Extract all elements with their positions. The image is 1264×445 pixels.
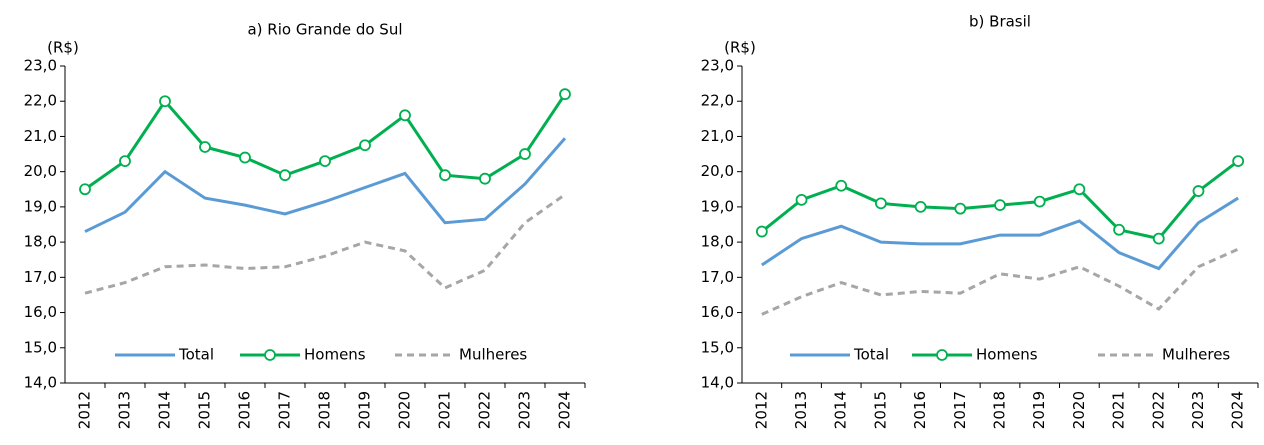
data-point — [119, 155, 131, 168]
y-tick-label: 22,0 — [24, 92, 57, 110]
legend-label: Homens — [304, 346, 366, 364]
x-tick-label: 2021 — [436, 391, 454, 429]
x-tick-label: 2024 — [1229, 391, 1247, 429]
data-point — [439, 169, 451, 182]
series-line — [761, 247, 1239, 316]
x-tick-label: 2020 — [396, 391, 414, 429]
x-tick-label: 2023 — [1189, 391, 1207, 429]
chart-title: b) Brasil — [969, 13, 1031, 31]
data-point — [1152, 232, 1165, 245]
data-point — [279, 169, 291, 182]
data-point — [1073, 183, 1086, 196]
data-point — [914, 200, 927, 213]
data-point — [159, 95, 171, 108]
data-point — [559, 88, 571, 101]
legend-label: Homens — [976, 346, 1038, 364]
legend-label: Mulheres — [459, 346, 527, 364]
data-point — [319, 155, 331, 168]
data-point — [479, 172, 491, 185]
series-line — [84, 93, 567, 191]
x-tick-label: 2020 — [1070, 391, 1088, 429]
x-tick-label: 2017 — [951, 391, 969, 429]
y-tick-label: 20,0 — [701, 162, 734, 180]
x-tick-label: 2018 — [991, 391, 1009, 429]
x-tick-label: 2018 — [316, 391, 334, 429]
y-tick-label: 19,0 — [701, 197, 734, 215]
series-line — [761, 196, 1239, 271]
x-tick-label: 2013 — [792, 391, 810, 429]
x-tick-label: 2013 — [116, 391, 134, 429]
y-tick-label: 19,0 — [24, 197, 57, 215]
x-tick-label: 2014 — [832, 391, 850, 429]
x-tick-label: 2016 — [911, 391, 929, 429]
legend-marker — [264, 349, 276, 361]
data-point — [239, 151, 251, 164]
legend-label: Mulheres — [1162, 346, 1230, 364]
data-point — [359, 139, 371, 152]
y-tick-label: 18,0 — [24, 233, 57, 251]
data-point — [1192, 185, 1205, 197]
data-point — [1113, 223, 1125, 236]
legend-label: Total — [178, 346, 214, 364]
y-tick-label: 18,0 — [701, 233, 734, 251]
data-point — [875, 197, 887, 210]
chart-title: a) Rio Grande do Sul — [247, 21, 402, 39]
y-tick-label: 16,0 — [24, 303, 57, 321]
data-point — [199, 141, 211, 153]
x-tick-label: 2015 — [871, 391, 889, 429]
y-tick-label: 14,0 — [24, 374, 57, 392]
data-point — [1033, 195, 1046, 208]
y-tick-label: 21,0 — [24, 127, 57, 145]
y-tick-label: 20,0 — [24, 162, 57, 180]
y-tick-label: 23,0 — [701, 57, 734, 75]
y-tick-label: 14,0 — [701, 374, 734, 392]
x-tick-label: 2022 — [476, 391, 494, 429]
legend-marker — [936, 349, 948, 361]
y-tick-label: 21,0 — [701, 127, 734, 145]
y-unit: (R$) — [47, 39, 79, 57]
y-tick-label: 15,0 — [701, 338, 734, 356]
data-point — [994, 199, 1006, 212]
data-point — [835, 179, 848, 192]
y-tick-label: 17,0 — [24, 268, 57, 286]
series-line — [84, 137, 567, 233]
data-point — [755, 225, 768, 238]
y-tick-label: 15,0 — [24, 338, 57, 356]
x-tick-label: 2019 — [356, 391, 374, 429]
x-tick-label: 2014 — [156, 391, 174, 429]
x-tick-label: 2016 — [236, 391, 254, 429]
x-tick-label: 2012 — [76, 391, 94, 429]
x-tick-label: 2012 — [752, 391, 770, 429]
data-point — [1232, 155, 1245, 168]
x-tick-label: 2024 — [556, 391, 574, 429]
data-point — [954, 202, 967, 215]
y-unit: (R$) — [724, 39, 756, 57]
data-point — [519, 148, 531, 160]
x-tick-label: 2023 — [516, 391, 534, 429]
x-tick-label: 2022 — [1149, 391, 1167, 429]
y-tick-label: 22,0 — [701, 92, 734, 110]
x-tick-label: 2015 — [196, 391, 214, 429]
x-tick-label: 2017 — [276, 391, 294, 429]
legend-label: Total — [853, 346, 889, 364]
y-tick-label: 23,0 — [24, 57, 57, 75]
y-tick-label: 16,0 — [701, 303, 734, 321]
data-point — [399, 109, 411, 122]
data-point — [79, 183, 91, 196]
x-tick-label: 2021 — [1110, 391, 1128, 429]
x-tick-label: 2019 — [1030, 391, 1048, 429]
data-point — [795, 193, 808, 206]
y-tick-label: 17,0 — [701, 268, 734, 286]
series-line — [84, 193, 566, 295]
